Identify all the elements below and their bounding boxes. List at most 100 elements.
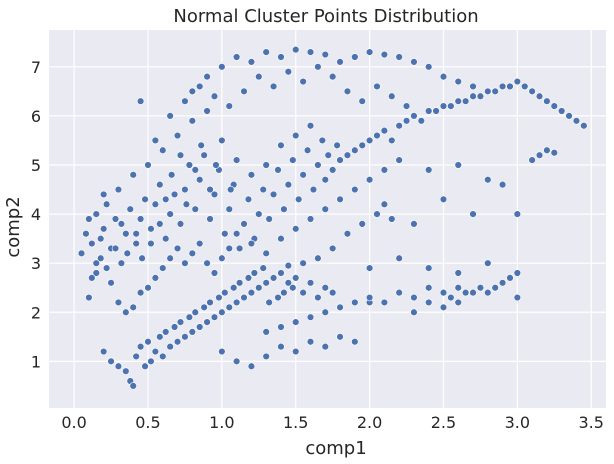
data-point [506, 82, 514, 91]
data-point [197, 141, 205, 150]
data-point [136, 288, 145, 297]
data-point [284, 279, 293, 287]
data-point [439, 102, 448, 110]
data-point [136, 97, 145, 105]
data-point [321, 176, 329, 184]
data-point [328, 288, 337, 297]
data-point [476, 92, 485, 100]
data-point [454, 161, 462, 169]
data-point [447, 102, 455, 110]
data-point [176, 318, 185, 326]
data-point [240, 220, 248, 228]
data-point [469, 288, 477, 297]
data-point [358, 141, 366, 150]
data-point [277, 53, 285, 61]
data-point [191, 205, 199, 213]
data-point [181, 97, 189, 105]
data-point [380, 298, 389, 307]
data-point [513, 210, 522, 218]
data-point [126, 205, 134, 213]
data-point [373, 82, 381, 91]
data-point [277, 269, 285, 277]
data-point [318, 136, 327, 145]
data-point [289, 284, 297, 292]
data-point [454, 97, 462, 105]
data-point [265, 215, 273, 223]
data-point [365, 264, 374, 272]
data-point [162, 195, 170, 204]
x-axis-label: comp1 [305, 438, 366, 459]
data-point [269, 190, 278, 199]
data-point [373, 210, 381, 218]
data-point [232, 156, 241, 164]
data-point [225, 205, 233, 213]
data-point [191, 166, 199, 174]
y-tick-labels: 1 2 3 4 5 6 7 [31, 58, 41, 372]
data-point [439, 72, 448, 81]
data-point [380, 126, 389, 135]
data-point [484, 176, 492, 184]
data-point [410, 112, 418, 120]
data-point [351, 338, 359, 346]
data-point [410, 58, 418, 66]
data-point [484, 288, 492, 297]
data-point [528, 87, 536, 96]
data-point [506, 274, 514, 282]
data-point [454, 284, 462, 292]
data-point [255, 72, 263, 81]
data-point [274, 293, 282, 302]
data-point [513, 77, 522, 86]
data-point [247, 171, 256, 179]
data-point [235, 279, 244, 287]
data-point [173, 244, 182, 253]
data-point [513, 293, 522, 302]
data-point [147, 239, 155, 248]
data-point [557, 107, 566, 115]
y-axis-label: comp2 [3, 196, 24, 257]
data-point [299, 259, 307, 267]
data-point [138, 254, 146, 262]
data-point [85, 293, 93, 302]
data-point [491, 284, 499, 292]
data-point [336, 195, 344, 204]
data-point [365, 136, 374, 145]
data-point [92, 210, 100, 218]
data-point [210, 92, 219, 100]
data-point [181, 333, 189, 341]
data-point [176, 220, 185, 228]
data-point [425, 166, 433, 174]
data-point [314, 63, 322, 71]
y-tick-label: 6 [31, 107, 41, 126]
data-point [469, 92, 477, 100]
data-point [173, 131, 182, 140]
data-point [351, 53, 359, 61]
data-point [299, 288, 307, 297]
data-point [122, 230, 130, 238]
data-point [439, 288, 448, 297]
data-point [277, 234, 285, 243]
data-point [117, 259, 126, 267]
data-point [244, 195, 253, 204]
data-point [173, 338, 182, 346]
data-point [185, 313, 194, 321]
data-point [129, 382, 137, 390]
data-point [212, 161, 220, 169]
data-point [240, 293, 248, 302]
data-point [292, 347, 300, 356]
data-point [395, 122, 403, 130]
data-point [550, 149, 558, 157]
data-point [111, 244, 120, 253]
data-point [572, 117, 581, 125]
y-tick-label: 3 [31, 254, 41, 273]
data-point [395, 288, 403, 297]
data-point [306, 338, 315, 346]
x-tick-labels: 0.0 0.5 1.0 1.5 2.0 2.5 3.0 3.5 [61, 413, 604, 432]
data-point [550, 102, 558, 110]
data-point [498, 180, 507, 189]
data-point [196, 82, 204, 91]
data-point [210, 313, 219, 321]
data-point [225, 102, 233, 110]
data-point [200, 151, 208, 159]
data-point [182, 200, 191, 208]
